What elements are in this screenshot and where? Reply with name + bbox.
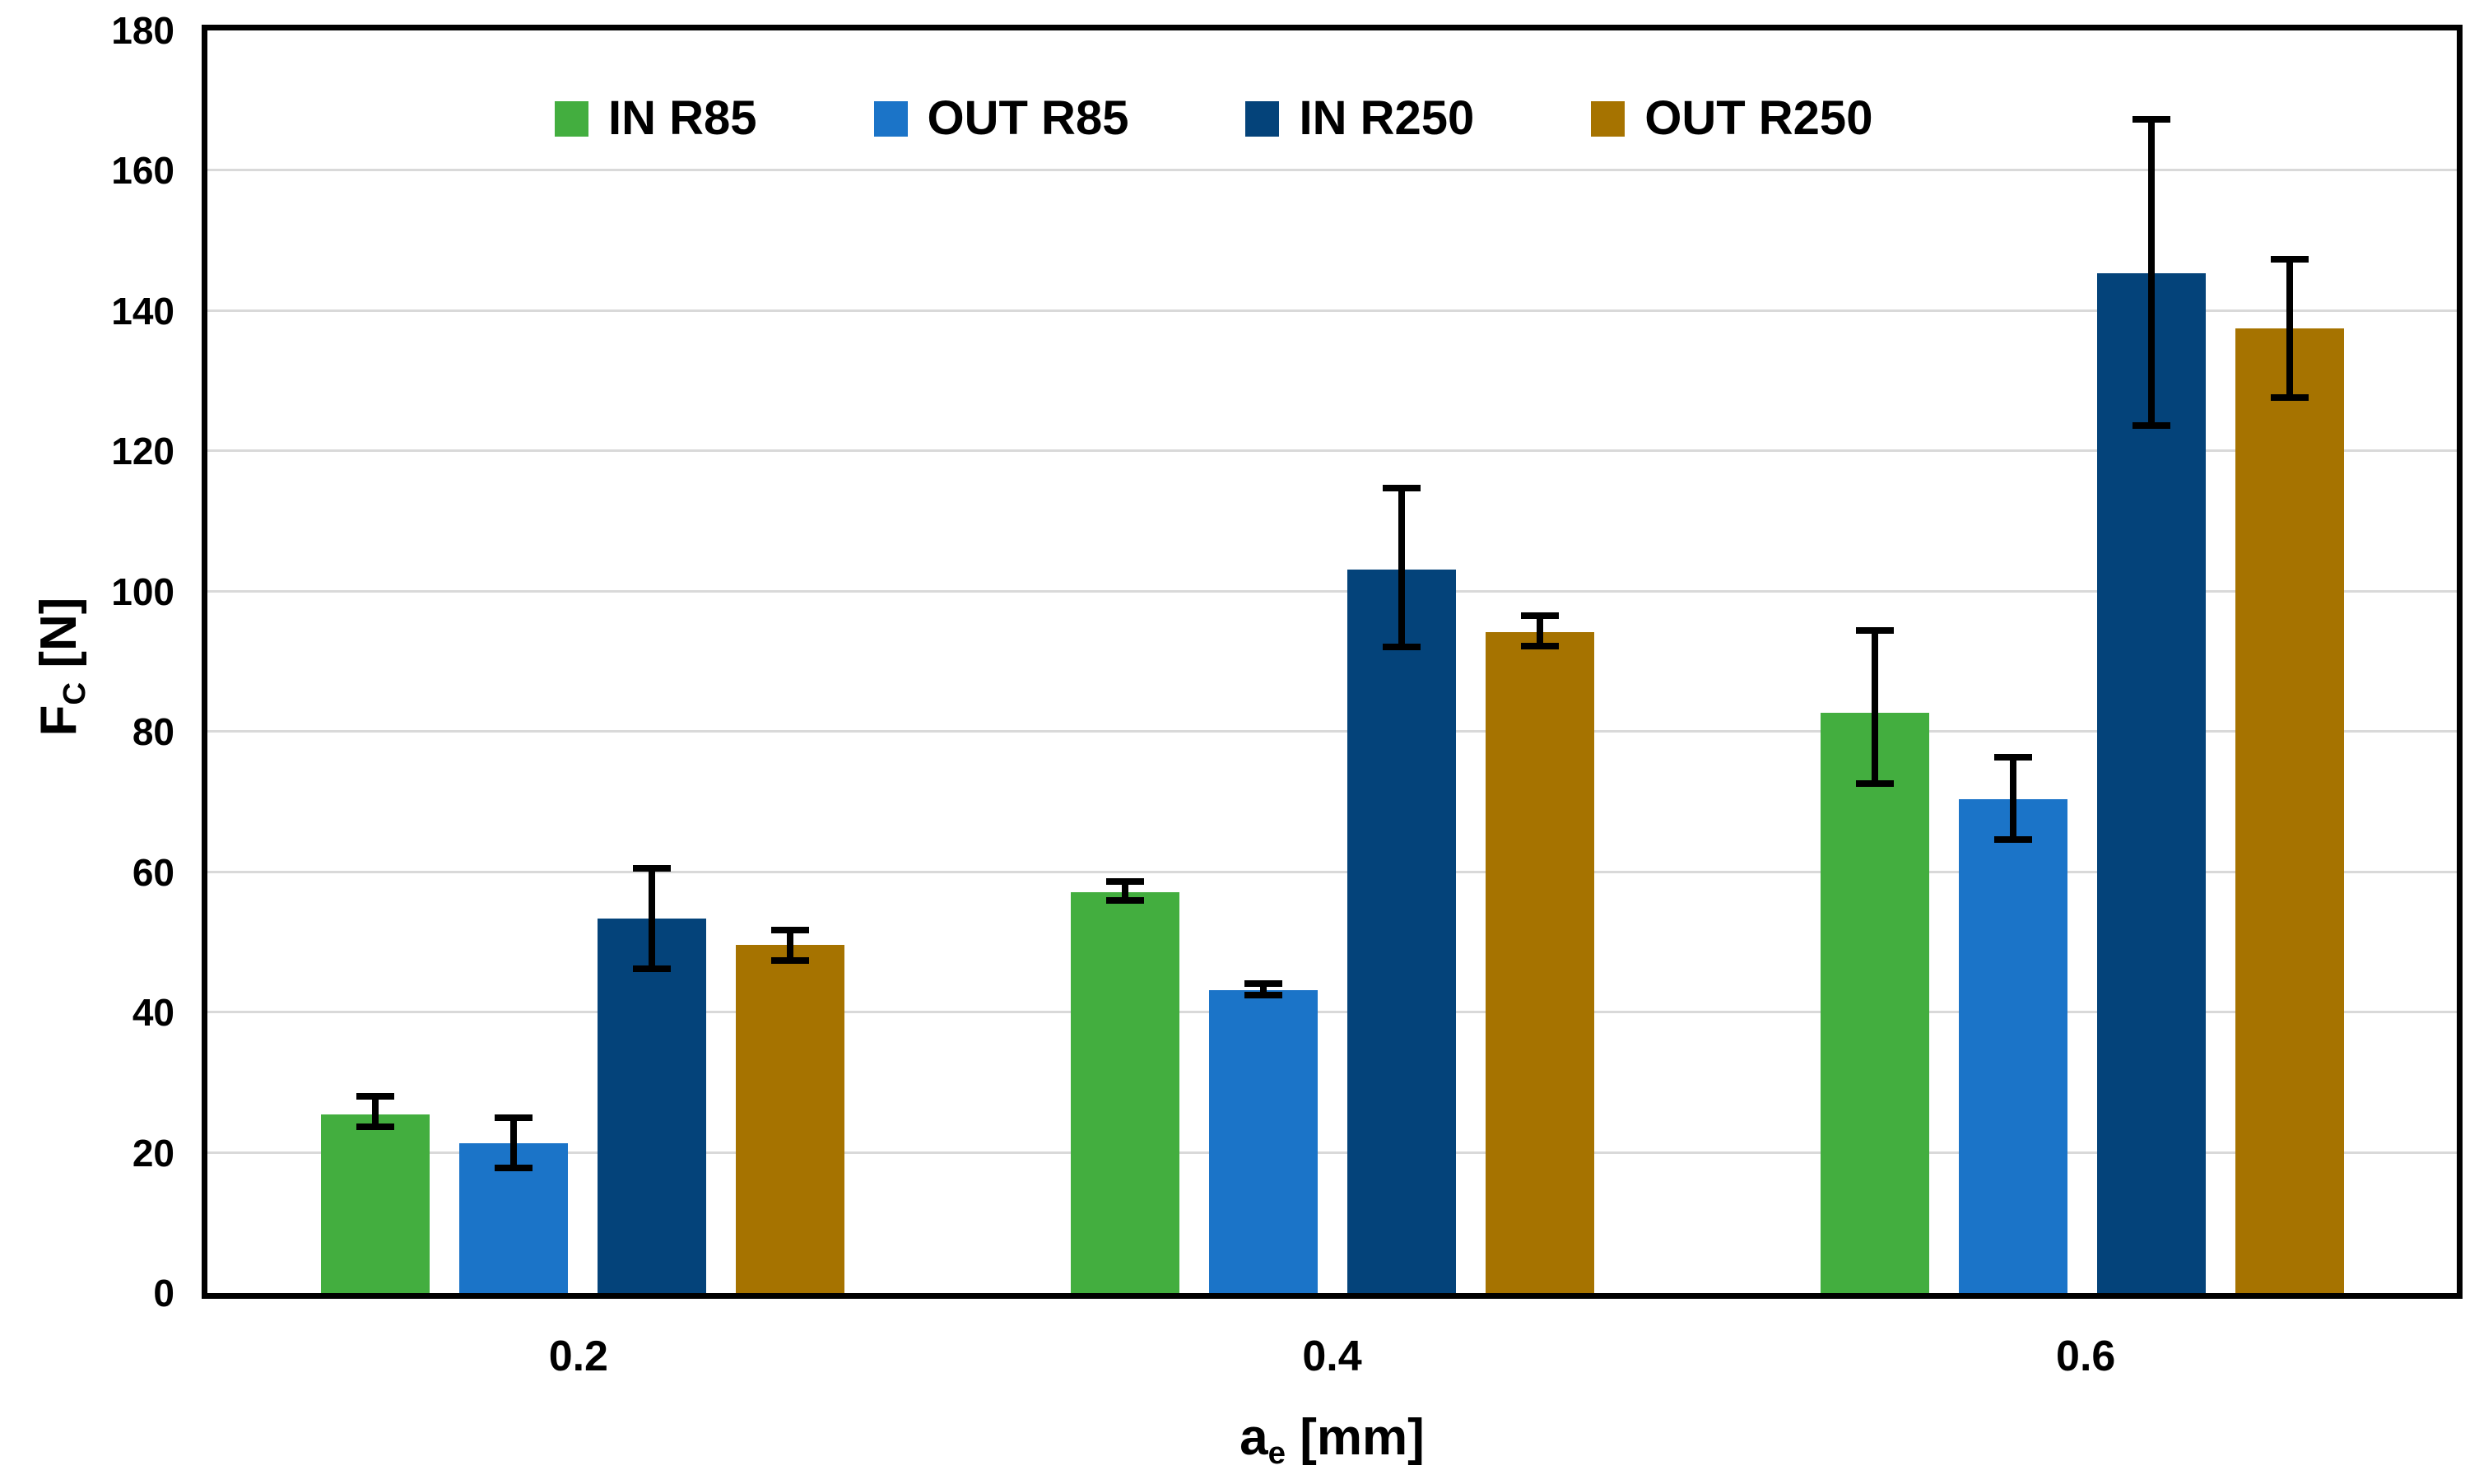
gridline — [207, 730, 2457, 733]
gridline — [207, 309, 2457, 312]
bar-out-r250 — [2235, 328, 2344, 1293]
x-axis-title-base: a — [1240, 1409, 1268, 1466]
y-tick-label: 120 — [111, 430, 174, 473]
bar-slot — [2096, 30, 2206, 1293]
x-axis-title: ae [mm] — [202, 1409, 2463, 1469]
bar-slot — [597, 30, 706, 1293]
y-tick-label: 80 — [132, 710, 174, 754]
y-tick-label: 140 — [111, 289, 174, 333]
gridline — [207, 169, 2457, 172]
bars-layer — [207, 30, 2457, 1293]
category-group-0.6 — [1707, 30, 2457, 1293]
bar-slot — [1485, 30, 1594, 1293]
bar-slot — [1346, 30, 1456, 1293]
x-axis-tick-labels: 0.2 0.4 0.6 — [202, 1335, 2463, 1378]
y-tick-label: 60 — [132, 850, 174, 894]
error-bar — [786, 927, 793, 965]
y-axis-tick-labels: 0 20 40 60 80 100 120 140 160 180 — [0, 12, 174, 1312]
gridline — [207, 589, 2457, 593]
legend-label: IN R250 — [1299, 91, 1475, 145]
error-bar — [1259, 979, 1267, 999]
y-tick-label: 160 — [111, 149, 174, 193]
error-bar — [1871, 627, 1878, 787]
bar-in-r250 — [597, 918, 706, 1293]
bar-slot — [458, 30, 568, 1293]
error-bar — [509, 1114, 517, 1171]
bar-slot — [1070, 30, 1179, 1293]
bar-in-r250 — [2096, 272, 2206, 1293]
x-tick-label: 0.4 — [1302, 1333, 1362, 1380]
legend-swatch — [1591, 100, 1626, 137]
error-bar — [648, 865, 655, 972]
legend-swatch — [1245, 100, 1280, 137]
gridline — [207, 449, 2457, 453]
category-group-0.4 — [957, 30, 1707, 1293]
legend-item-out-r250: OUT R250 — [1591, 95, 1872, 142]
gridlines-layer — [207, 30, 2457, 1293]
legend-label: OUT R85 — [927, 91, 1129, 145]
bar-slot — [320, 30, 430, 1293]
bar-slot — [1958, 30, 2067, 1293]
legend-item-out-r85: OUT R85 — [873, 91, 1129, 145]
bar-out-r85 — [1958, 799, 2067, 1293]
x-tick-label: 0.2 — [548, 1333, 608, 1380]
y-tick-label: 20 — [132, 1131, 174, 1175]
gridline — [207, 1151, 2457, 1154]
x-axis-title-subscript: e — [1267, 1435, 1286, 1471]
x-tick-label: 0.6 — [2056, 1333, 2116, 1380]
bar-in-r85 — [1820, 713, 1929, 1293]
bar-slot — [1820, 30, 1929, 1293]
x-axis-title-unit: [mm] — [1286, 1409, 1425, 1466]
bar-out-r85 — [1208, 989, 1318, 1293]
y-tick-label: 100 — [111, 570, 174, 613]
category-group-0.2 — [207, 30, 957, 1293]
plot-area: IN R85 OUT R85 IN R250 OUT R250 — [202, 25, 2463, 1299]
bar-out-r250 — [1485, 632, 1594, 1293]
legend-item-in-r250: IN R250 — [1245, 95, 1474, 142]
y-tick-label: 0 — [153, 1272, 174, 1314]
bar-in-r85 — [320, 1114, 430, 1293]
error-bar — [1398, 485, 1405, 651]
legend-label: OUT R250 — [1644, 91, 1873, 145]
bar-out-r250 — [735, 945, 844, 1293]
error-bar — [371, 1093, 379, 1131]
bar-in-r85 — [1070, 891, 1179, 1293]
y-tick-label: 180 — [111, 9, 174, 52]
error-bar — [2147, 115, 2155, 430]
error-bar — [1536, 612, 1543, 649]
legend-label: IN R85 — [608, 91, 757, 145]
bar-in-r250 — [1346, 569, 1456, 1293]
bar-slot — [2235, 30, 2344, 1293]
gridline — [207, 1011, 2457, 1014]
gridline — [207, 870, 2457, 873]
error-bar — [2286, 255, 2293, 401]
bar-slot — [735, 30, 844, 1293]
y-tick-label: 40 — [132, 991, 174, 1035]
legend-swatch — [873, 100, 908, 137]
error-bar — [1121, 877, 1128, 905]
bar-slot — [1208, 30, 1318, 1293]
legend-item-in-r85: IN R85 — [555, 95, 757, 142]
legend: IN R85 OUT R85 IN R250 OUT R250 — [555, 95, 1872, 142]
error-bar — [2009, 753, 2016, 843]
legend-swatch — [555, 100, 588, 137]
